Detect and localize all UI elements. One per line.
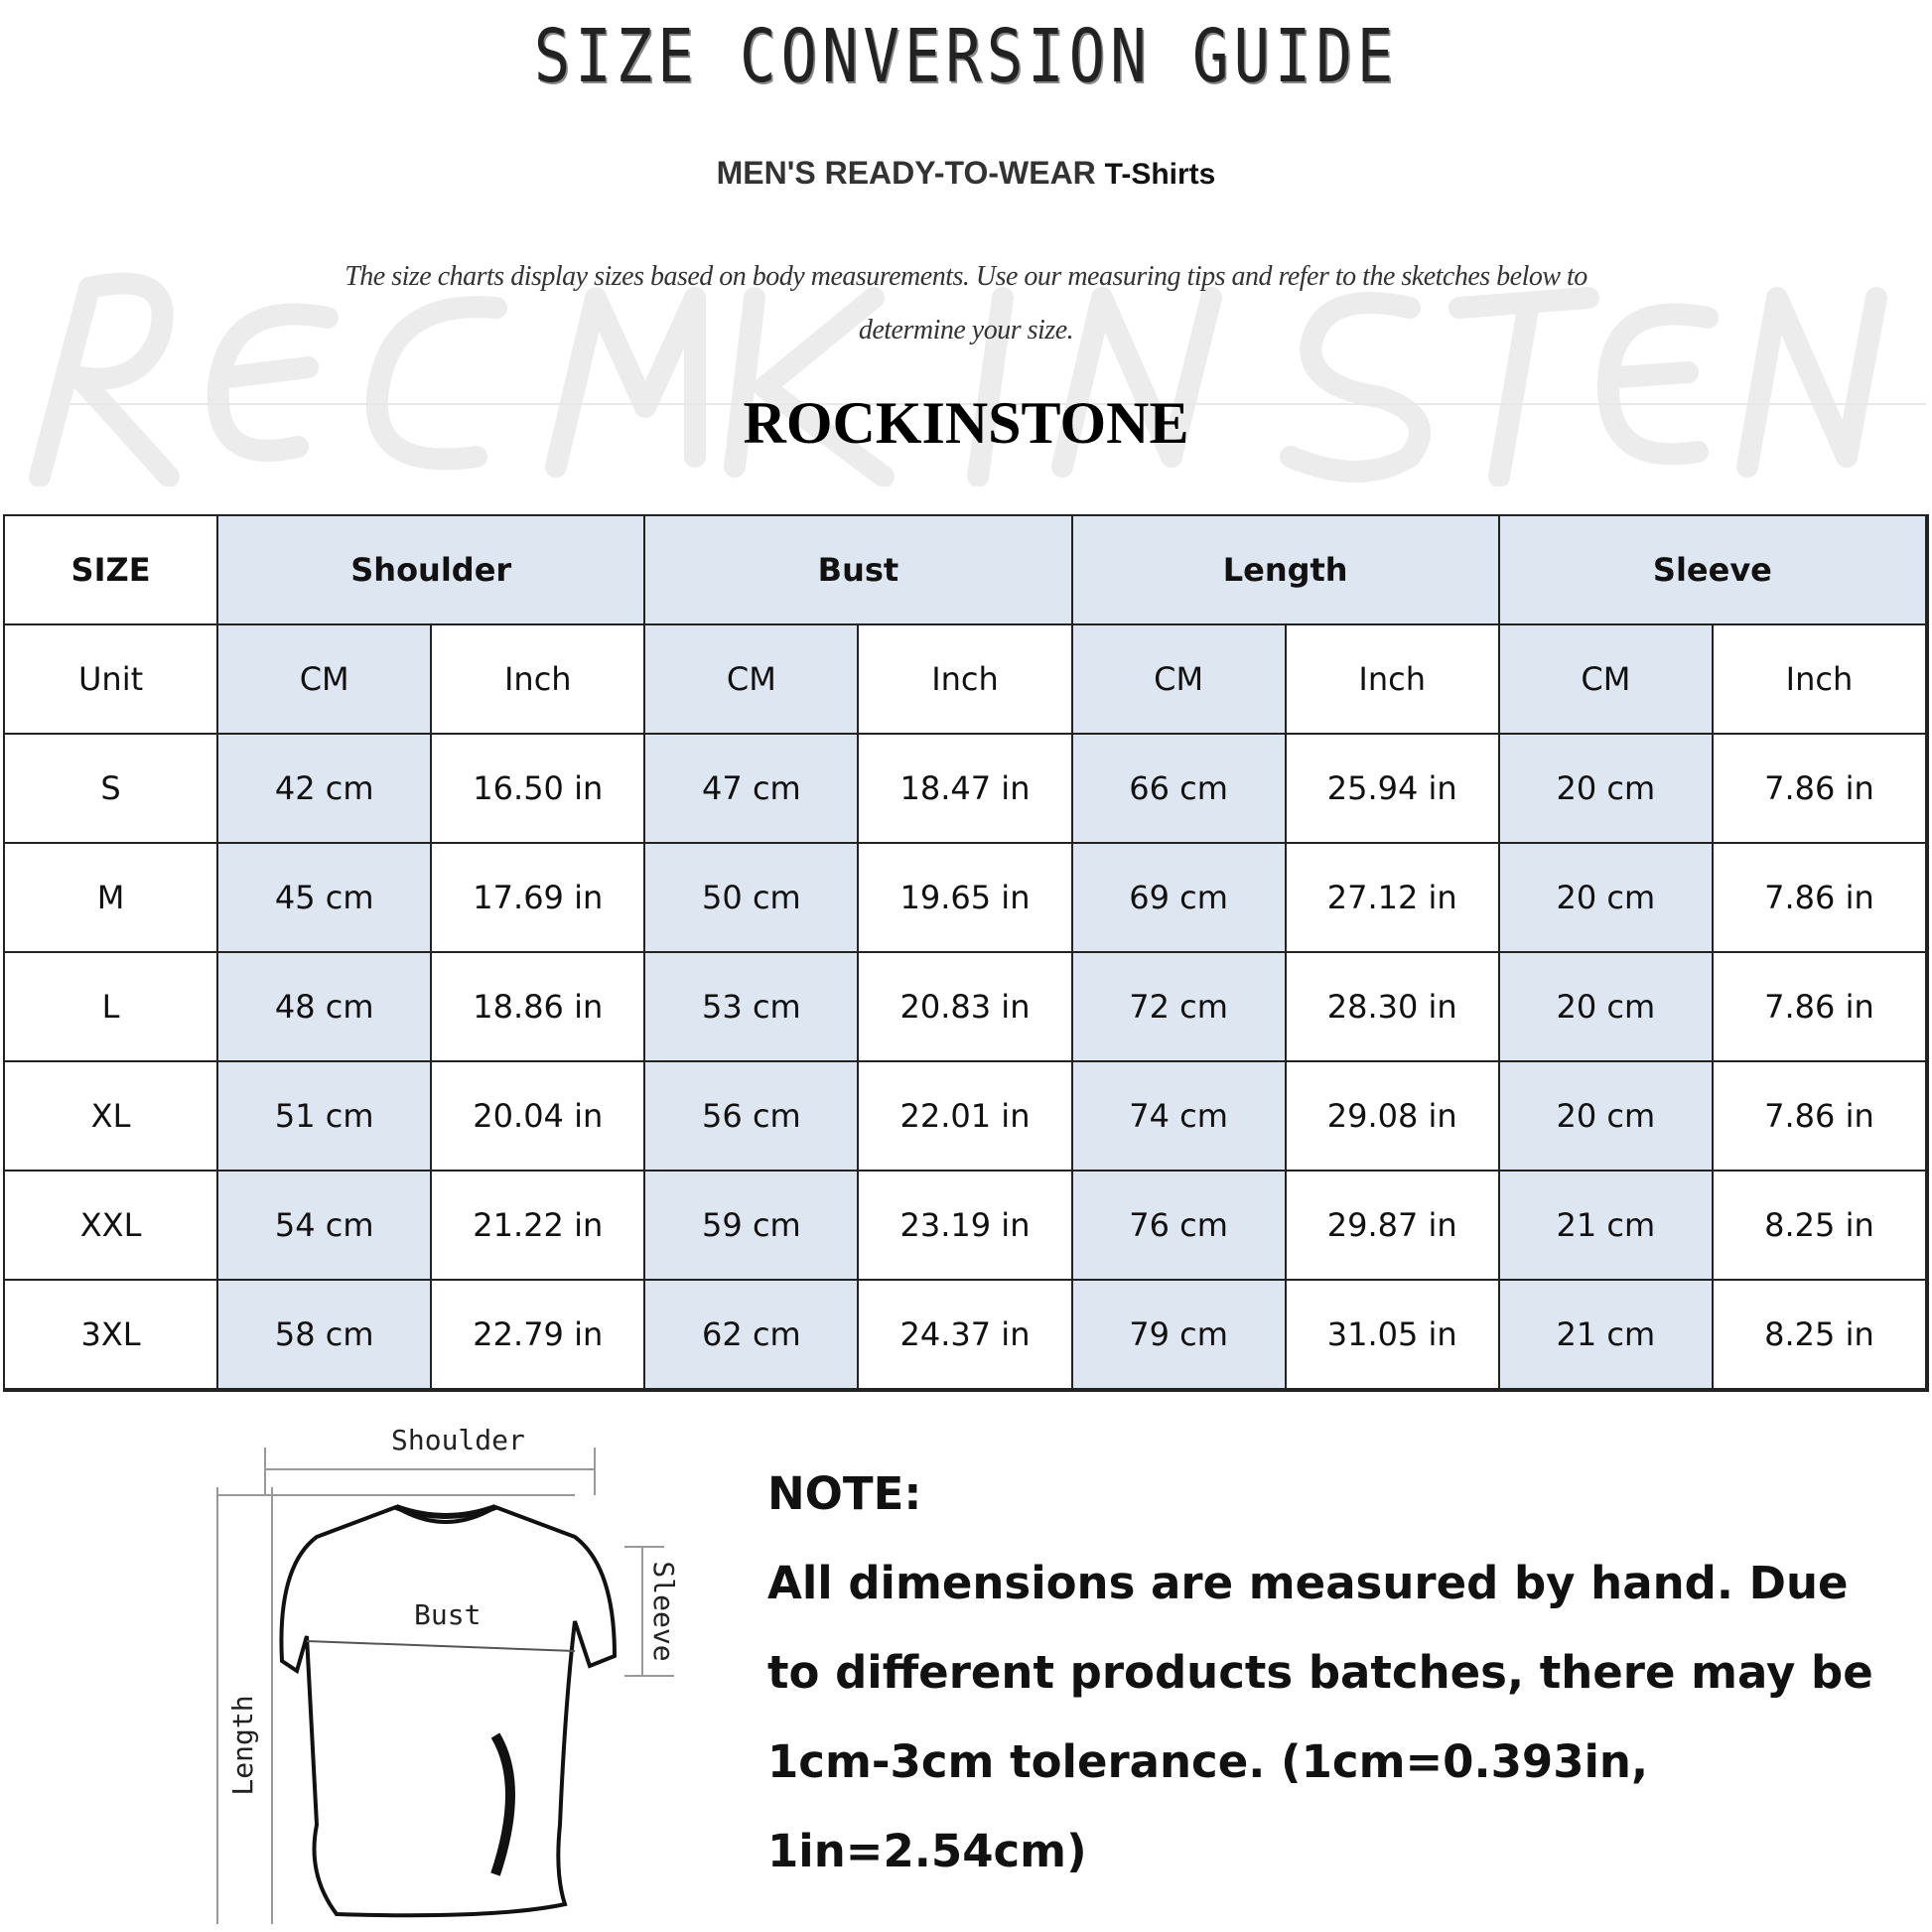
header-group: Sleeve: [1499, 516, 1927, 625]
header-size: SIZE: [5, 516, 219, 625]
value-cell: 22.01 in: [859, 1062, 1073, 1172]
value-cell: 53 cm: [645, 953, 860, 1062]
value-cell: 7.86 in: [1713, 953, 1927, 1062]
value-cell: 58 cm: [218, 1281, 433, 1390]
size-cell: L: [5, 953, 219, 1062]
value-cell: 7.86 in: [1713, 1062, 1927, 1172]
value-cell: 74 cm: [1072, 1062, 1287, 1172]
value-cell: 20.04 in: [432, 1062, 646, 1172]
header-unit-cell: CM: [1072, 625, 1287, 735]
value-cell: 20 cm: [1499, 844, 1714, 953]
value-cell: 45 cm: [218, 844, 433, 953]
size-table: SIZE Shoulder Bust Length Sleeve Unit CM Inch CM…: [3, 514, 1929, 1392]
note-section: NOTE: All dimensions are measured by han…: [767, 1449, 1909, 1896]
value-cell: 66 cm: [1072, 735, 1287, 844]
diagram-label-length: Length: [226, 1695, 259, 1795]
value-cell: 69 cm: [1072, 844, 1287, 953]
diagram-label-shoulder: Shoulder: [391, 1424, 525, 1456]
note-text: All dimensions are measured by hand. Due…: [767, 1557, 1873, 1877]
value-cell: 47 cm: [645, 735, 860, 844]
header-unit-cell: CM: [1499, 625, 1714, 735]
value-cell: 50 cm: [645, 844, 860, 953]
value-cell: 8.25 in: [1713, 1172, 1927, 1281]
value-cell: 24.37 in: [859, 1281, 1073, 1390]
value-cell: 8.25 in: [1713, 1281, 1927, 1390]
diagram-label-bust: Bust: [414, 1598, 481, 1631]
header-unit: Unit: [5, 625, 219, 735]
size-cell: XXL: [5, 1172, 219, 1281]
value-cell: 20 cm: [1499, 953, 1714, 1062]
value-cell: 18.47 in: [859, 735, 1073, 844]
value-cell: 7.86 in: [1713, 735, 1927, 844]
value-cell: 29.87 in: [1286, 1172, 1500, 1281]
value-cell: 54 cm: [218, 1172, 433, 1281]
header-unit-cell: CM: [645, 625, 860, 735]
value-cell: 25.94 in: [1286, 735, 1500, 844]
value-cell: 59 cm: [645, 1172, 860, 1281]
diagram-label-sleeve: Sleeve: [647, 1561, 680, 1661]
header-unit-cell: Inch: [859, 625, 1073, 735]
value-cell: 29.08 in: [1286, 1062, 1500, 1172]
size-cell: 3XL: [5, 1281, 219, 1390]
value-cell: 27.12 in: [1286, 844, 1500, 953]
value-cell: 28.30 in: [1286, 953, 1500, 1062]
watermark-logo: [0, 258, 1932, 487]
value-cell: 7.86 in: [1713, 844, 1927, 953]
value-cell: 19.65 in: [859, 844, 1073, 953]
header-unit-cell: Inch: [1713, 625, 1927, 735]
header-unit-cell: CM: [218, 625, 433, 735]
value-cell: 16.50 in: [432, 735, 646, 844]
value-cell: 21 cm: [1499, 1281, 1714, 1390]
value-cell: 22.79 in: [432, 1281, 646, 1390]
value-cell: 31.05 in: [1286, 1281, 1500, 1390]
note-heading: NOTE:: [767, 1467, 922, 1520]
value-cell: 51 cm: [218, 1062, 433, 1172]
size-cell: M: [5, 844, 219, 953]
value-cell: 20 cm: [1499, 735, 1714, 844]
header-group: Length: [1072, 516, 1500, 625]
value-cell: 56 cm: [645, 1062, 860, 1172]
value-cell: 18.86 in: [432, 953, 646, 1062]
size-cell: XL: [5, 1062, 219, 1172]
value-cell: 21 cm: [1499, 1172, 1714, 1281]
value-cell: 72 cm: [1072, 953, 1287, 1062]
value-cell: 21.22 in: [432, 1172, 646, 1281]
value-cell: 20 cm: [1499, 1062, 1714, 1172]
page-title: SIZE CONVERSION GUIDE: [533, 14, 1399, 99]
tshirt-measurement-diagram: Shoulder Bust Length Sleeve: [198, 1408, 728, 1928]
header-group: Bust: [645, 516, 1073, 625]
value-cell: 62 cm: [645, 1281, 860, 1390]
value-cell: 79 cm: [1072, 1281, 1287, 1390]
value-cell: 20.83 in: [859, 953, 1073, 1062]
subtitle-main: MEN'S READY-TO-WEAR: [716, 155, 1096, 191]
value-cell: 23.19 in: [859, 1172, 1073, 1281]
header-unit-cell: Inch: [432, 625, 646, 735]
value-cell: 42 cm: [218, 735, 433, 844]
value-cell: 17.69 in: [432, 844, 646, 953]
subtitle-product: T-Shirts: [1104, 158, 1216, 191]
value-cell: 76 cm: [1072, 1172, 1287, 1281]
header-unit-cell: Inch: [1286, 625, 1500, 735]
value-cell: 48 cm: [218, 953, 433, 1062]
header-group: Shoulder: [218, 516, 646, 625]
divider: [69, 403, 1926, 405]
size-cell: S: [5, 735, 219, 844]
intro-text: The size charts display sizes based on b…: [345, 261, 1587, 345]
subtitle: MEN'S READY-TO-WEAR T-Shirts: [0, 155, 1932, 192]
brand-name: ROCKINSTONE: [743, 390, 1189, 456]
